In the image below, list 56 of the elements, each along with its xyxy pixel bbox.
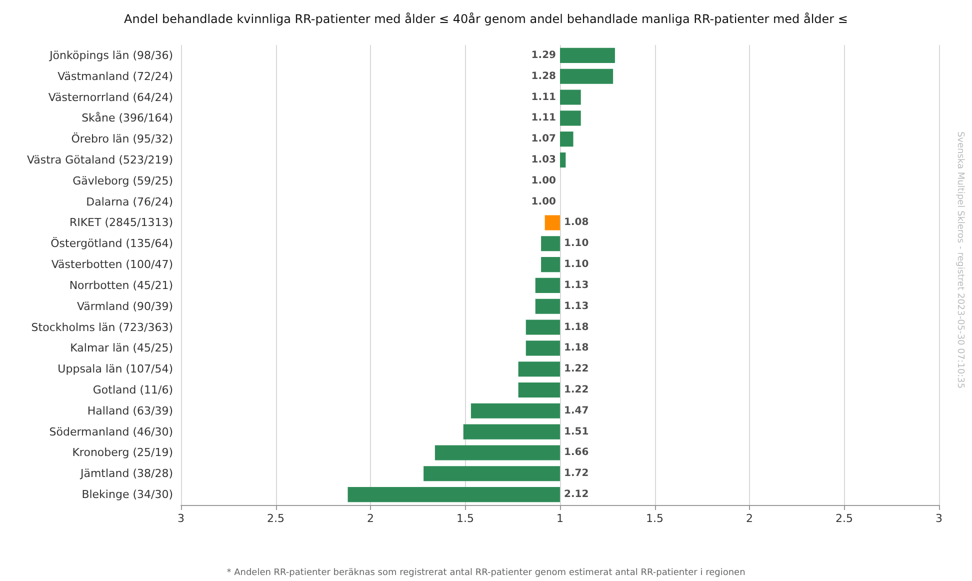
data-label: 1.51 — [564, 426, 589, 438]
data-label: 1.00 — [531, 175, 556, 186]
y-tick-label: Värmland (90/39) — [77, 300, 173, 313]
text: * Andelen RR-patienter beräknas som registrerat antal RR-patienter genom estimerat antal RR-patienter i regionen — [226, 568, 746, 578]
data-label: 1.10 — [564, 259, 589, 270]
y-tick-label: Kalmar län (45/25) — [70, 342, 173, 355]
data-label: 1.29 — [531, 50, 556, 61]
data-label: 1.11 — [531, 112, 556, 124]
data-label: 1.00 — [531, 196, 556, 208]
y-tick-label: Jämtland (38/28) — [79, 467, 173, 480]
y-tick-label: Gotland (11/6) — [92, 384, 173, 396]
x-tick-label: 3 — [936, 512, 942, 525]
x-tick-label: 1 — [556, 512, 564, 525]
x-tick-label: 2 — [367, 512, 374, 525]
data-label: 2.12 — [564, 489, 589, 500]
y-tick-label: Norrbotten (45/21) — [69, 278, 173, 292]
y-tick-label: Kronoberg (25/19) — [72, 446, 173, 460]
y-tick-label: Dalarna (76/24) — [86, 195, 173, 208]
y-tick-label: Blekinge (34/30) — [82, 488, 173, 502]
data-label: 1.47 — [564, 405, 589, 416]
data-label: 1.13 — [564, 300, 589, 312]
data-label: 1.22 — [564, 364, 589, 375]
x-tick-label: 2.5 — [267, 512, 284, 525]
x-tick-label: 2.5 — [836, 512, 853, 525]
data-label: 1.18 — [564, 322, 589, 333]
data-label: 1.22 — [564, 384, 589, 396]
x-tick-label: 1.5 — [456, 512, 474, 525]
y-tick-label: Södermanland (46/30) — [49, 425, 173, 438]
y-tick-label: RIKET (2845/1313) — [69, 216, 173, 230]
data-label: 1.07 — [531, 134, 556, 145]
y-tick-label: Östergötland (135/64) — [50, 236, 173, 250]
y-tick-label: Uppsala län (107/54) — [58, 362, 173, 376]
y-tick-label: Stockholms län (723/363) — [31, 320, 173, 334]
data-label: 1.28 — [531, 70, 556, 82]
chart-title: Andel behandlade kvinnliga RR-patienter med ålder ≤ 40år genom andel behandlade manliga RR-patienter med ålder ≤ — [124, 12, 848, 26]
data-label: 1.66 — [564, 447, 589, 458]
data-label: 1.13 — [564, 280, 589, 291]
data-label: 1.72 — [564, 468, 589, 480]
y-tick-label: Västra Götaland (523/219) — [26, 154, 173, 166]
y-tick-label: Västmanland (72/24) — [58, 70, 173, 83]
y-tick-label: Halland (63/39) — [87, 404, 173, 418]
data-label: 1.18 — [564, 342, 589, 354]
y-tick-label: Örebro län (95/32) — [71, 132, 173, 146]
y-tick-label: Jönköpings län (98/36) — [48, 48, 173, 62]
data-label: 1.11 — [531, 92, 556, 103]
text: Svenska Multipel Skleros - registret 2023-05-30 07:10:35 — [955, 131, 965, 389]
x-tick-label: 1.5 — [646, 512, 664, 525]
data-label: 1.08 — [564, 217, 589, 228]
y-tick-label: Västernorrland (64/24) — [48, 90, 173, 104]
y-tick-label: Gävleborg (59/25) — [72, 174, 173, 188]
y-tick-label: Västerbotten (100/47) — [51, 258, 173, 272]
x-tick-label: 3 — [178, 512, 184, 525]
data-label: 1.10 — [564, 238, 589, 250]
y-tick-label: Skåne (396/164) — [82, 112, 173, 125]
x-tick-label: 2 — [746, 512, 753, 525]
data-label: 1.03 — [531, 154, 556, 166]
